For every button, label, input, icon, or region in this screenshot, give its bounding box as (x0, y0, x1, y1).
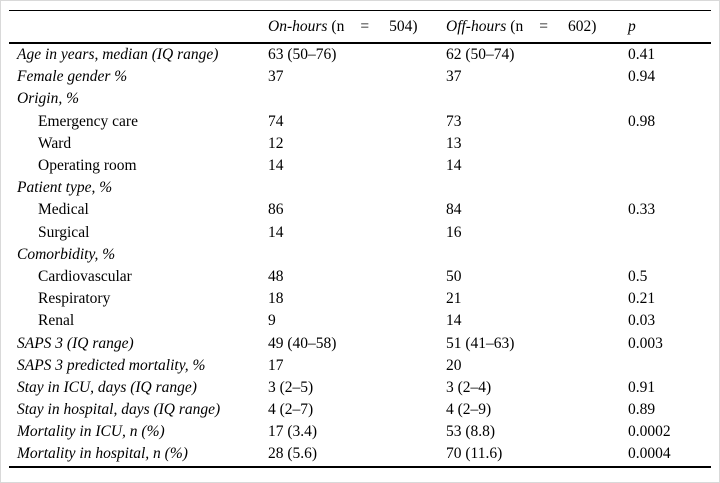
row-label: Age in years, median (IQ range) (17, 46, 219, 64)
row-label: Comorbidity, % (17, 245, 116, 263)
table-row: Cardiovascular 48 50 0.5 (9, 266, 711, 288)
row-label: Cardiovascular (38, 267, 132, 285)
cell-on-hours: 12 (268, 134, 284, 152)
table-row: Mortality in hospital, n (%) 28 (5.6) 70 (… (9, 443, 711, 465)
cell-p-value: 0.33 (628, 201, 656, 219)
row-label: Renal (38, 312, 75, 330)
row-label: Emergency care (38, 112, 138, 130)
off-hours-n-open: (n (510, 17, 524, 35)
cell-off-hours: 50 (446, 267, 462, 285)
table-row: Ward 12 13 (9, 133, 711, 155)
cell-on-hours: 3 (2–5) (268, 378, 314, 396)
cell-on-hours: 14 (268, 223, 284, 241)
cell-off-hours: 53 (8.8) (446, 423, 496, 441)
table-row: Emergency care 74 73 0.98 (9, 111, 711, 133)
cell-on-hours: 37 (268, 68, 284, 86)
on-hours-n-open: (n (331, 17, 345, 35)
row-label: Mortality in hospital, n (%) (17, 445, 188, 463)
cell-off-hours: 73 (446, 112, 462, 130)
table-row: Comorbidity, % (9, 244, 711, 266)
row-label: Mortality in ICU, n (%) (17, 423, 165, 441)
cell-off-hours: 4 (2–9) (446, 401, 492, 419)
cell-on-hours: 86 (268, 201, 284, 219)
cell-off-hours: 20 (446, 356, 462, 374)
cell-on-hours: 49 (40–58) (268, 334, 337, 352)
cell-p-value: 0.98 (628, 112, 656, 130)
cell-off-hours: 62 (50–74) (446, 46, 515, 64)
cell-p-value: 0.94 (628, 68, 656, 86)
column-header-p: p (628, 17, 636, 35)
cell-on-hours: 28 (5.6) (268, 445, 318, 463)
on-hours-n-value: 504) (389, 17, 418, 35)
table-row: Age in years, median (IQ range) 63 (50–76… (9, 44, 711, 66)
off-hours-equals: = (539, 17, 548, 35)
cell-on-hours: 17 (3.4) (268, 423, 318, 441)
table-row: Medical 86 84 0.33 (9, 199, 711, 221)
cell-p-value: 0.003 (628, 334, 663, 352)
table-row: Stay in hospital, days (IQ range) 4 (2–7)… (9, 399, 711, 421)
on-hours-group-label: On-hours (268, 17, 328, 35)
column-header-off-hours: Off-hours (n = 602) (446, 18, 628, 36)
cell-on-hours: 14 (268, 157, 284, 175)
row-label: Patient type, % (17, 179, 113, 197)
cell-on-hours: 4 (2–7) (268, 401, 314, 419)
row-label: Female gender % (17, 68, 128, 86)
cell-off-hours: 37 (446, 68, 462, 86)
row-label: Origin, % (17, 90, 79, 108)
cell-off-hours: 70 (11.6) (446, 445, 503, 463)
cell-on-hours: 18 (268, 290, 284, 308)
row-label: Surgical (38, 223, 90, 241)
off-hours-group-label: Off-hours (446, 17, 507, 35)
row-label: SAPS 3 (IQ range) (17, 334, 134, 352)
cell-on-hours: 9 (268, 312, 276, 330)
row-label: Ward (38, 134, 72, 152)
baseline-characteristics-table: On-hours (n = 504) Off-hours (n = 602) p Age i… (9, 10, 711, 468)
cell-p-value: 0.5 (628, 267, 648, 285)
row-label: Respiratory (38, 290, 111, 308)
cell-p-value: 0.0002 (628, 423, 671, 441)
cell-on-hours: 63 (50–76) (268, 46, 337, 64)
cell-off-hours: 84 (446, 201, 462, 219)
table-row: SAPS 3 (IQ range) 49 (40–58) 51 (41–63) 0.0… (9, 332, 711, 354)
cell-off-hours: 16 (446, 223, 462, 241)
cell-p-value: 0.91 (628, 378, 656, 396)
table-body: Age in years, median (IQ range) 63 (50–76… (9, 44, 711, 466)
cell-off-hours: 13 (446, 134, 462, 152)
cell-off-hours: 21 (446, 290, 462, 308)
row-label: Stay in ICU, days (IQ range) (17, 378, 197, 396)
table-row: SAPS 3 predicted mortality, % 17 20 (9, 355, 711, 377)
off-hours-n-value: 602) (567, 17, 597, 35)
table-row: Female gender % 37 37 0.94 (9, 66, 711, 88)
cell-off-hours: 14 (446, 312, 462, 330)
cell-on-hours: 48 (268, 267, 284, 285)
table-row: Mortality in ICU, n (%) 17 (3.4) 53 (8.8) 0… (9, 421, 711, 443)
table-row: Respiratory 18 21 0.21 (9, 288, 711, 310)
row-label: Stay in hospital, days (IQ range) (17, 401, 221, 419)
table-row: Stay in ICU, days (IQ range) 3 (2–5) 3 (2–… (9, 377, 711, 399)
row-label: Medical (38, 201, 89, 219)
row-label: Operating room (38, 157, 137, 175)
cell-on-hours: 17 (268, 356, 284, 374)
table-header-row: On-hours (n = 504) Off-hours (n = 602) p (9, 11, 711, 44)
cell-p-value: 0.03 (628, 312, 656, 330)
table-row: Renal 9 14 0.03 (9, 310, 711, 332)
cell-p-value: 0.89 (628, 401, 656, 419)
cell-p-value: 0.0004 (628, 445, 671, 463)
cell-off-hours: 14 (446, 157, 462, 175)
table-row: Origin, % (9, 88, 711, 110)
on-hours-equals: = (360, 17, 370, 35)
row-label: SAPS 3 predicted mortality, % (17, 356, 206, 374)
cell-off-hours: 51 (41–63) (446, 334, 515, 352)
cell-p-value: 0.21 (628, 290, 656, 308)
cell-off-hours: 3 (2–4) (446, 378, 492, 396)
table-row: Surgical 14 16 (9, 222, 711, 244)
table-row: Patient type, % (9, 177, 711, 199)
cell-on-hours: 74 (268, 112, 284, 130)
cell-p-value: 0.41 (628, 46, 656, 64)
column-header-on-hours: On-hours (n = 504) (268, 18, 446, 36)
table-row: Operating room 14 14 (9, 155, 711, 177)
